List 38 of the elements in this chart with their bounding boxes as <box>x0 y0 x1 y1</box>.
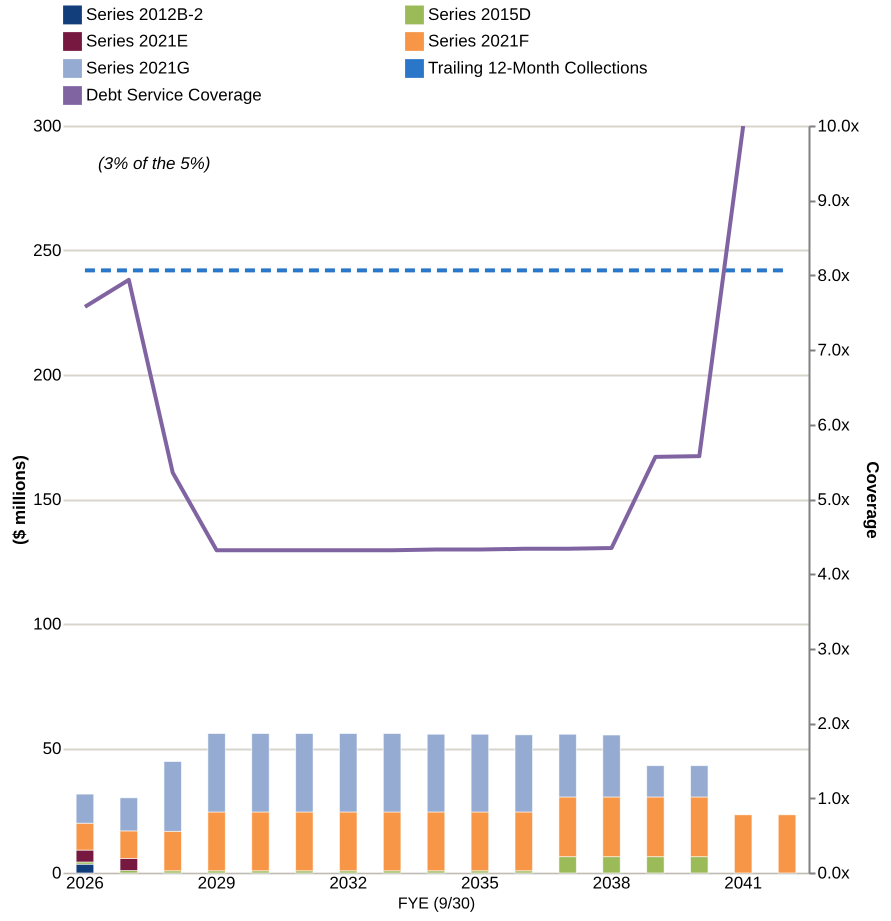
y2-tick-label: 1.0x <box>818 788 850 808</box>
line-series <box>82 126 746 552</box>
legend-label: Series 2021F <box>428 32 530 50</box>
y2-tick-label: 0.0x <box>818 864 850 882</box>
legend-label: Debt Service Coverage <box>86 86 262 104</box>
x-tick-label: 2038 <box>592 874 630 892</box>
bar <box>734 814 752 874</box>
bar <box>778 814 796 874</box>
x-axis-title: FYE (9/30) <box>398 896 476 912</box>
annotation: (3% of the 5%) <box>98 154 210 173</box>
y2-tick-label: 10.0x <box>818 116 860 136</box>
y2-tick-label: 8.0x <box>818 266 850 285</box>
legend-label: Series 2015D <box>428 4 532 24</box>
y2-tick-label: 3.0x <box>818 639 850 658</box>
y-tick-label: 0 <box>52 864 62 882</box>
y2-tick-label: 2.0x <box>818 714 850 734</box>
y-tick-label: 250 <box>33 241 62 260</box>
y2-tick-label: 6.0x <box>818 415 850 434</box>
x-tick-label: 2041 <box>724 874 762 892</box>
x-tick-label: 2035 <box>460 874 499 892</box>
x-tick-label: 2032 <box>329 874 368 892</box>
y-tick-label: 50 <box>42 739 62 758</box>
x-tick-label: 2026 <box>66 874 104 892</box>
y2-tick-label: 5.0x <box>818 490 850 509</box>
y-tick-label: 300 <box>33 116 62 136</box>
legend-label: Trailing 12-Month Collections <box>428 58 648 78</box>
y2-tick-label: 7.0x <box>818 340 850 360</box>
y-tick-label: 100 <box>33 614 62 634</box>
y2-tick-label: 4.0x <box>818 564 850 584</box>
legend-label: Series 2021G <box>86 58 190 78</box>
x-tick-label: 2029 <box>198 874 236 892</box>
legend-label: Series 2012B-2 <box>86 4 204 24</box>
y-axis-title: ($ millions) <box>10 455 30 545</box>
y2-axis-title: Coverage <box>863 461 882 539</box>
legend-label: Series 2021E <box>86 32 188 50</box>
y-tick-label: 150 <box>33 490 62 509</box>
y-tick-label: 200 <box>33 366 62 384</box>
y2-tick-label: 9.0x <box>818 191 850 210</box>
